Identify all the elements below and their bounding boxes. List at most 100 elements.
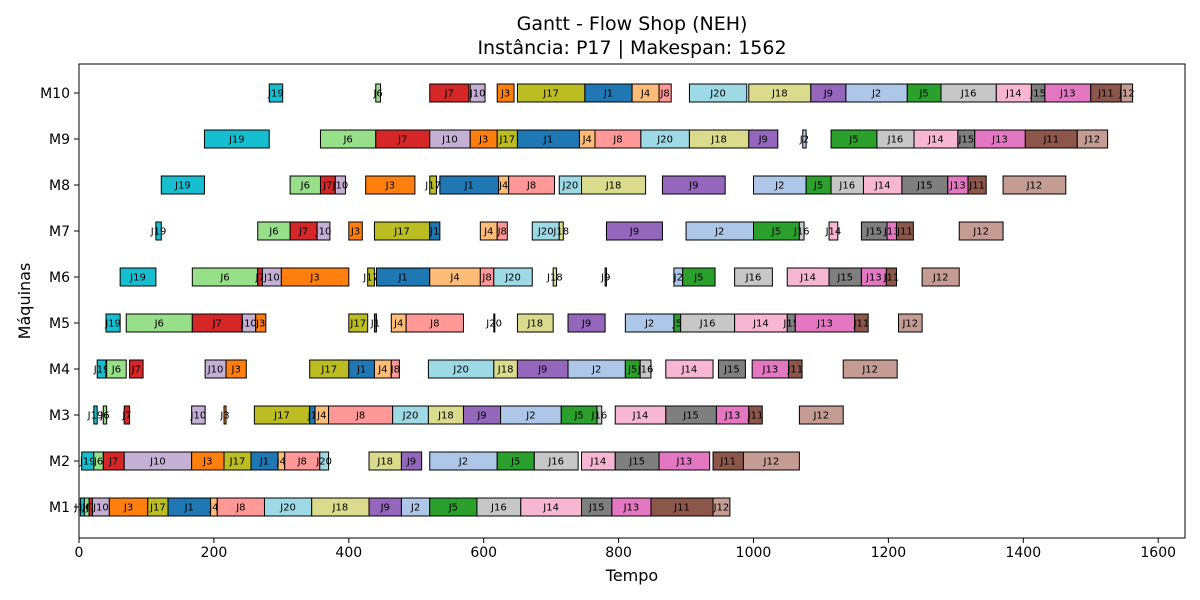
- x-tick-label: 800: [605, 545, 632, 561]
- task-bar: [895, 221, 914, 241]
- task-label: J11: [719, 457, 736, 468]
- task-label: J3: [123, 503, 133, 514]
- task-bar: [390, 359, 400, 379]
- task-label: J1: [184, 503, 194, 514]
- task-label: J2: [458, 457, 468, 468]
- task-label: J7: [322, 181, 332, 192]
- task-bar: [203, 129, 270, 149]
- task-label: J10: [149, 457, 166, 468]
- task-label: J20: [452, 365, 469, 376]
- task-label: J4: [377, 365, 387, 376]
- task-bar: [748, 129, 779, 149]
- task-label: J19: [150, 227, 167, 238]
- task-bar: [828, 221, 839, 241]
- task-label: J17: [320, 365, 337, 376]
- task-label: J4: [498, 181, 508, 192]
- task-label: J4: [483, 227, 493, 238]
- task-label: J1: [543, 135, 553, 146]
- task-label: J8: [355, 411, 365, 422]
- task-label: J3: [309, 273, 319, 284]
- task-label: J4: [640, 89, 650, 100]
- task-label: J6: [372, 89, 382, 100]
- task-bar: [516, 313, 554, 333]
- task-bar: [129, 359, 144, 379]
- task-label: J15: [836, 273, 853, 284]
- y-tick-label: M4: [49, 362, 70, 378]
- task-label: J6: [300, 181, 310, 192]
- task-bar: [93, 405, 98, 425]
- task-bar: [280, 267, 350, 287]
- task-label: J9: [406, 457, 416, 468]
- task-label: J9: [688, 181, 698, 192]
- task-label: J5: [813, 181, 823, 192]
- task-bar: [885, 267, 897, 287]
- task-label: J5: [693, 273, 703, 284]
- task-label: J2: [774, 181, 784, 192]
- task-label: J10: [441, 135, 458, 146]
- task-label: J16: [591, 411, 608, 422]
- task-bar: [102, 405, 108, 425]
- task-label: J6: [342, 135, 352, 146]
- task-label: J10: [207, 365, 224, 376]
- task-label: J4: [208, 503, 218, 514]
- task-label: J13: [991, 135, 1008, 146]
- task-label: J8: [526, 181, 536, 192]
- task-label: J15: [723, 365, 740, 376]
- task-label: J18: [546, 273, 563, 284]
- task-label: J1: [356, 365, 366, 376]
- task-label: J6: [219, 273, 229, 284]
- task-label: J14: [681, 365, 698, 376]
- task-bar: [405, 313, 464, 333]
- task-label: J3: [478, 135, 488, 146]
- task-label: J18: [437, 411, 454, 422]
- task-label: J17: [393, 227, 410, 238]
- task-label: J10: [190, 411, 207, 422]
- task-bar: [334, 175, 346, 195]
- task-bar: [225, 359, 247, 379]
- task-label: J20: [656, 135, 673, 146]
- task-label: J1: [397, 273, 407, 284]
- task-bar: [319, 451, 330, 471]
- task-label: J10: [240, 319, 257, 330]
- task-label: J2: [525, 411, 535, 422]
- task-bar: [921, 267, 960, 287]
- task-label: J13: [949, 181, 966, 192]
- task-label: J17: [229, 457, 246, 468]
- task-label: J8: [429, 319, 439, 330]
- task-label: J11: [883, 273, 900, 284]
- x-tick-label: 0: [75, 545, 84, 561]
- plot-frame: [78, 63, 1186, 539]
- task-label: J9: [476, 411, 486, 422]
- task-label: J5: [627, 365, 637, 376]
- task-label: J12: [932, 273, 949, 284]
- task-label: J3: [231, 365, 241, 376]
- task-label: J3: [350, 227, 360, 238]
- task-label: J19: [174, 181, 191, 192]
- task-label: J16: [960, 89, 977, 100]
- task-bar: [798, 221, 805, 241]
- task-label: J1: [370, 319, 380, 330]
- x-tick-label: 1400: [1005, 545, 1041, 561]
- task-label: J16: [637, 365, 654, 376]
- y-tick-label: M9: [49, 132, 70, 148]
- task-label: J12: [1084, 135, 1101, 146]
- task-label: J16: [887, 135, 904, 146]
- task-bar: [191, 405, 206, 425]
- task-bar: [400, 451, 423, 471]
- task-label: J14: [752, 319, 769, 330]
- task-label: J2: [871, 89, 881, 100]
- task-label: J14: [590, 457, 607, 468]
- x-tick-label: 1000: [736, 545, 772, 561]
- task-label: J1: [259, 457, 269, 468]
- task-bar: [596, 405, 603, 425]
- task-bar: [365, 175, 416, 195]
- task-label: J11: [1042, 135, 1059, 146]
- task-label: J8: [297, 457, 307, 468]
- task-label: J16: [490, 503, 507, 514]
- task-bar: [682, 267, 716, 287]
- task-label: J15: [782, 319, 799, 330]
- task-bar: [375, 83, 382, 103]
- task-bar: [123, 405, 131, 425]
- task-bar: [558, 221, 564, 241]
